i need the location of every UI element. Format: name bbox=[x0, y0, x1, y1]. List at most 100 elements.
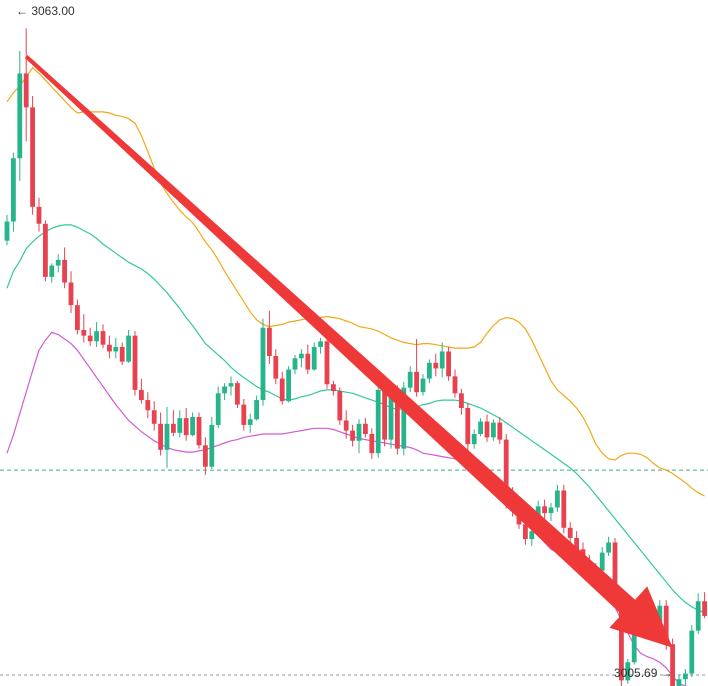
candle-body bbox=[126, 335, 131, 362]
candle bbox=[356, 419, 362, 454]
candle-body bbox=[337, 391, 343, 421]
candle bbox=[420, 374, 426, 396]
candle-body bbox=[4, 221, 10, 241]
candle-body bbox=[158, 423, 163, 450]
candle-body bbox=[670, 644, 675, 686]
candle bbox=[4, 214, 10, 246]
candle-body bbox=[183, 418, 189, 436]
candle-body bbox=[606, 542, 611, 553]
candle bbox=[126, 330, 131, 363]
candle bbox=[23, 28, 29, 142]
candle bbox=[561, 484, 567, 534]
candle bbox=[215, 386, 221, 429]
candle-body bbox=[683, 673, 688, 680]
candle bbox=[203, 437, 208, 475]
candle-body bbox=[382, 389, 387, 440]
high-price-label: ← 3063.00 bbox=[16, 4, 75, 18]
candle-body bbox=[151, 410, 157, 424]
candle-body bbox=[107, 344, 112, 352]
candle bbox=[683, 669, 688, 686]
candle bbox=[529, 527, 535, 546]
candle-body bbox=[222, 386, 227, 394]
candle-body bbox=[561, 490, 567, 528]
candle-body bbox=[55, 259, 61, 266]
candle-body bbox=[164, 423, 170, 450]
candle bbox=[43, 220, 48, 282]
candle-body bbox=[689, 630, 695, 674]
candle bbox=[299, 349, 304, 368]
middle-band-line bbox=[6, 224, 705, 614]
candle bbox=[273, 349, 279, 385]
candle bbox=[55, 254, 61, 273]
candle bbox=[350, 424, 355, 447]
candle-body bbox=[139, 389, 144, 401]
candle-body bbox=[209, 424, 215, 467]
candle bbox=[625, 658, 631, 684]
candle bbox=[606, 536, 611, 557]
candle-body bbox=[171, 423, 176, 433]
upper-band-line bbox=[6, 66, 705, 497]
candle-body bbox=[305, 353, 311, 370]
candle-body bbox=[292, 358, 298, 370]
candle-body bbox=[401, 387, 407, 449]
candle-body bbox=[324, 341, 330, 385]
candle bbox=[139, 378, 144, 404]
candle bbox=[247, 413, 253, 433]
candle-body bbox=[529, 531, 535, 540]
candle-body bbox=[62, 259, 67, 283]
candle bbox=[305, 344, 311, 375]
candle-body bbox=[203, 445, 208, 467]
candle-body bbox=[318, 341, 323, 347]
candle-body bbox=[433, 362, 439, 369]
candle-body bbox=[235, 383, 240, 405]
candle-body bbox=[471, 433, 477, 445]
candle-body bbox=[395, 392, 400, 449]
candle bbox=[567, 522, 573, 544]
candle bbox=[459, 388, 464, 415]
candle bbox=[196, 412, 202, 449]
candle bbox=[363, 418, 368, 438]
candle bbox=[369, 428, 375, 459]
candle bbox=[439, 342, 445, 378]
candle-body bbox=[190, 417, 195, 436]
low-price-label: 3005.69 → bbox=[614, 666, 673, 680]
candle-body bbox=[484, 421, 490, 438]
candle bbox=[62, 247, 67, 289]
candle-body bbox=[420, 378, 426, 393]
candle bbox=[452, 369, 458, 398]
candle bbox=[17, 50, 23, 181]
candle-body bbox=[87, 335, 93, 342]
candle bbox=[292, 354, 298, 375]
candle-body bbox=[273, 355, 279, 379]
candle-body bbox=[548, 507, 554, 514]
candle bbox=[183, 407, 189, 441]
candle-body bbox=[132, 335, 138, 390]
candle-body bbox=[503, 439, 509, 497]
candle-body bbox=[11, 158, 16, 222]
candle bbox=[414, 339, 419, 397]
candle bbox=[375, 384, 381, 458]
candle bbox=[177, 410, 183, 438]
candle bbox=[433, 353, 439, 377]
candle bbox=[209, 417, 215, 470]
candle bbox=[465, 403, 471, 454]
candle bbox=[113, 337, 119, 359]
candle-body bbox=[311, 346, 317, 370]
candle-body bbox=[49, 265, 55, 277]
candle-body bbox=[36, 206, 42, 224]
candle bbox=[228, 376, 234, 396]
candle-body bbox=[260, 327, 266, 401]
candle-body bbox=[452, 376, 458, 394]
candle bbox=[318, 337, 323, 354]
candle-body bbox=[196, 417, 202, 446]
candle bbox=[75, 299, 80, 335]
candle bbox=[222, 383, 227, 401]
candle bbox=[100, 324, 106, 349]
candle bbox=[235, 380, 240, 408]
candle-body bbox=[446, 351, 451, 377]
candle bbox=[132, 331, 138, 396]
candle bbox=[471, 429, 477, 449]
candle bbox=[87, 327, 93, 346]
candle bbox=[670, 638, 675, 686]
